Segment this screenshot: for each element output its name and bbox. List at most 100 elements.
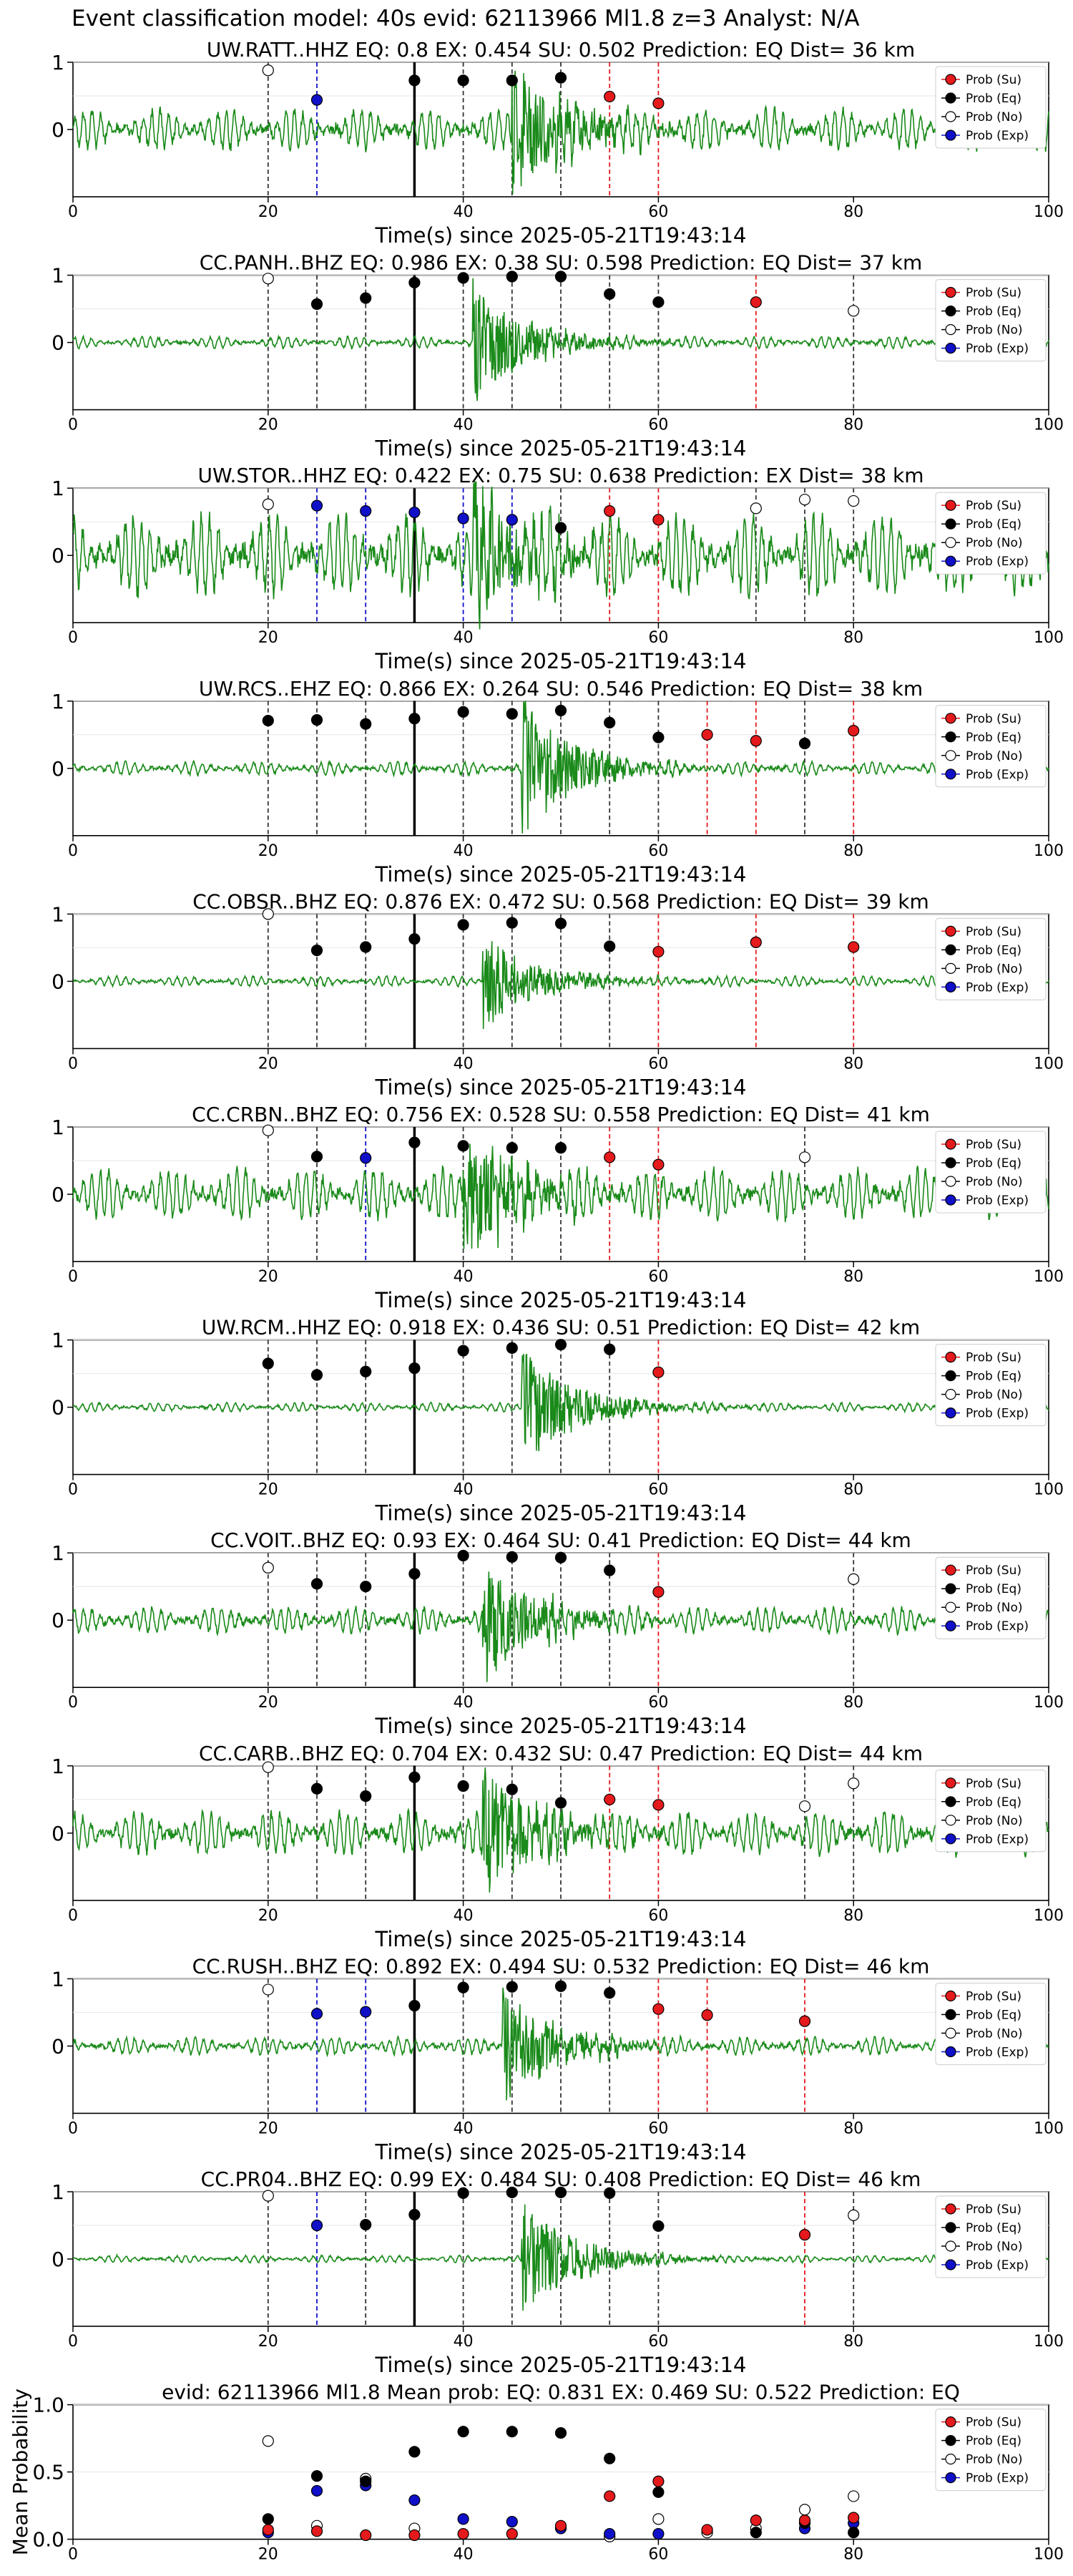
prob-point-eq [360,2218,372,2231]
x-tick-label: 0 [68,2333,78,2351]
prob-point-eq [652,2220,665,2233]
y-tick-label: 0 [52,544,64,567]
legend-label: Prob (Exp) [966,1407,1029,1421]
legend-label: Prob (No) [966,749,1023,763]
prob-point-eq [554,2426,567,2439]
x-tick-label: 40 [454,842,474,860]
prob-point-eq [554,72,567,84]
y-tick-label: 0 [52,2248,64,2271]
x-tick-label: 40 [454,2333,474,2351]
legend-marker-exp [945,1833,956,1845]
prob-point-no [262,908,274,920]
y-tick-label: 0.0 [32,2528,64,2552]
prob-point-eq [262,714,274,727]
x-tick-label: 80 [843,842,863,860]
x-tick-label: 40 [454,2546,474,2564]
legend-label: Prob (Su) [966,1989,1021,2004]
legend-marker-su [945,1777,956,1789]
panel-title: evid: 62113966 Ml1.8 Mean prob: EQ: 0.83… [162,2381,960,2404]
prob-point-eq [848,2527,860,2539]
prob-point-su [408,2529,421,2542]
prob-point-su [506,2527,518,2540]
prob-point-exp [360,2006,372,2018]
legend-marker-exp [945,2259,956,2270]
x-tick-label: 80 [843,2333,863,2351]
x-tick-label: 20 [258,1694,278,1712]
x-tick-label: 80 [843,203,863,221]
prob-point-eq [506,1551,518,1563]
legend-marker-no [945,111,956,122]
legend-marker-su [945,2203,956,2215]
legend-label: Prob (Su) [966,924,1021,939]
prob-point-eq [506,708,518,720]
prob-point-exp [604,2527,616,2540]
x-tick-label: 100 [1034,1481,1064,1499]
x-tick-label: 0 [68,2119,78,2137]
panel-title: CC.CARB..BHZ EQ: 0.704 EX: 0.432 SU: 0.4… [199,1742,923,1765]
legend-label: Prob (Exp) [966,342,1029,356]
legend-label: Prob (Su) [966,712,1021,726]
prob-point-eq [457,2426,469,2438]
prob-point-eq [457,74,469,87]
x-tick-label: 60 [648,2546,668,2564]
y-tick-label: 0 [52,2034,64,2058]
prob-point-su [750,296,762,308]
prob-point-eq [310,1578,323,1590]
legend-marker-eq [945,731,956,743]
prob-point-eq [554,1551,567,1563]
prob-point-su [652,1366,665,1378]
legend-marker-eq [945,944,956,956]
legend-label: Prob (Eq) [966,1156,1021,1171]
x-tick-label: 100 [1034,416,1064,434]
legend-box [935,66,1047,149]
prob-point-su [604,90,616,103]
y-tick-label: 0 [52,118,64,142]
x-tick-label: 40 [454,203,474,221]
prob-point-no [848,1777,860,1790]
legend-label: Prob (No) [966,1601,1023,1615]
prob-point-eq [652,296,665,308]
prob-point-eq [310,1151,323,1163]
legend-marker-no [945,2240,956,2252]
prob-point-eq [554,917,567,930]
x-tick-label: 20 [258,416,278,434]
legend-box [935,1344,1047,1427]
legend-marker-exp [945,1194,956,1206]
prob-point-exp [310,2484,323,2497]
legend-label: Prob (Su) [966,286,1021,301]
prob-point-eq [457,919,469,931]
panel-7: UW.RCM..HHZ EQ: 0.918 EX: 0.436 SU: 0.51… [52,1316,1064,1526]
y-tick-label: 1.0 [32,2394,64,2417]
legend-box [935,705,1047,788]
prob-point-eq [408,1568,421,1580]
x-tick-label: 60 [648,2119,668,2137]
x-tick-label: 0 [68,842,78,860]
panel-title: UW.STOR..HHZ EQ: 0.422 EX: 0.75 SU: 0.63… [198,464,924,487]
prob-point-exp [408,506,421,519]
prob-point-eq [457,272,469,284]
prob-point-su [798,2229,811,2241]
prob-point-su [652,2475,665,2487]
prob-point-eq [604,716,616,728]
prob-point-eq [457,1345,469,1357]
y-axis-label: Mean Probability [9,2389,32,2555]
legend-label: Prob (Eq) [966,1370,1021,1384]
x-tick-label: 20 [258,1268,278,1286]
legend-label: Prob (Exp) [966,2045,1029,2059]
waveform-trace [72,701,1049,834]
prob-point-eq [506,2186,518,2199]
prob-point-eq [554,704,567,717]
legend-marker-su [945,1990,956,2001]
legend-label: Prob (Su) [966,1138,1021,1152]
legend-marker-su [945,287,956,298]
x-tick-label: 40 [454,416,474,434]
prob-point-eq [310,1369,323,1381]
legend-marker-eq [945,306,956,317]
legend-marker-exp [945,1620,956,1631]
prob-point-exp [360,1152,372,1164]
legend-box [935,1131,1047,1214]
prob-point-eq [408,2446,421,2458]
x-tick-label: 60 [648,1907,668,1925]
legend-marker-eq [945,1157,956,1169]
